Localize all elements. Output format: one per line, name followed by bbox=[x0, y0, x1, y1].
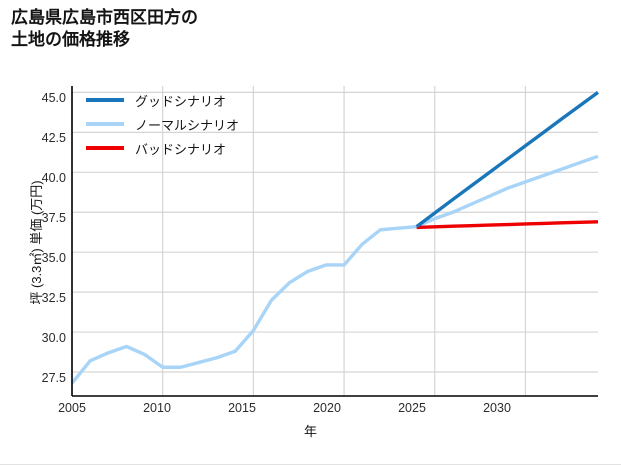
x-tick-label: 2015 bbox=[228, 401, 256, 415]
legend-label-bad: バッドシナリオ bbox=[135, 141, 227, 157]
legend-swatch-bad bbox=[86, 146, 124, 150]
legend-swatch-normal bbox=[86, 122, 124, 126]
page-title: 広島県広島市西区田方の 土地の価格推移 bbox=[11, 8, 198, 49]
y-tick-label: 37.5 bbox=[41, 211, 66, 225]
series-line-good bbox=[415, 91, 600, 228]
legend-label-good: グッドシナリオ bbox=[135, 93, 227, 109]
y-tick-label: 42.5 bbox=[41, 131, 66, 145]
series-line-bad bbox=[416, 220, 599, 230]
x-tick-label: 2030 bbox=[483, 401, 511, 415]
legend-item-good[interactable]: グッドシナリオ bbox=[86, 88, 301, 112]
legend: グッドシナリオ ノーマルシナリオ バッドシナリオ bbox=[86, 88, 301, 160]
legend-item-normal[interactable]: ノーマルシナリオ bbox=[86, 112, 301, 136]
legend-label-normal: ノーマルシナリオ bbox=[135, 117, 240, 133]
y-tick-label: 27.5 bbox=[41, 371, 66, 385]
y-tick-label: 30.0 bbox=[41, 331, 66, 345]
y-tick-label: 40.0 bbox=[41, 171, 66, 185]
x-axis-label: 年 bbox=[303, 424, 317, 439]
y-tick-label: 45.0 bbox=[41, 91, 66, 105]
axis-spines bbox=[71, 86, 598, 397]
x-tick-label: 2010 bbox=[143, 401, 171, 415]
gridlines bbox=[71, 86, 598, 396]
series-line-normal bbox=[70, 154, 599, 385]
y-tick-label: 32.5 bbox=[41, 291, 66, 305]
x-tick-label: 2005 bbox=[58, 401, 86, 415]
legend-item-bad[interactable]: バッドシナリオ bbox=[86, 136, 301, 160]
x-tick-label: 2020 bbox=[313, 401, 341, 415]
y-tick-label: 35.0 bbox=[41, 251, 66, 265]
x-tick-label: 2025 bbox=[398, 401, 426, 415]
legend-swatch-good bbox=[86, 98, 124, 102]
data-series-group bbox=[70, 91, 600, 385]
